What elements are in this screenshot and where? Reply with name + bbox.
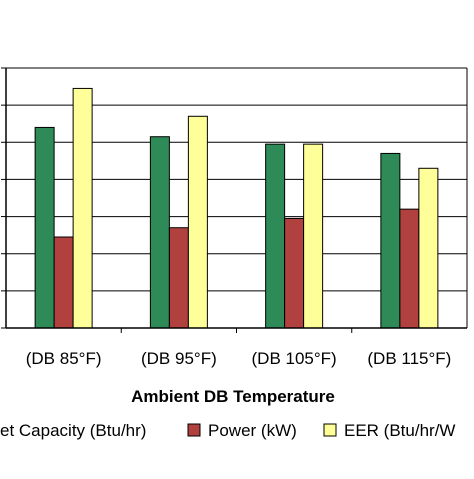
bar-eer (187, 115, 208, 329)
bar-eer (303, 143, 324, 329)
x-tick-label: (DB 95°F) (141, 349, 217, 368)
bar-power (284, 217, 305, 329)
legend-swatch (187, 423, 201, 437)
bar-power (53, 236, 74, 329)
legend-swatch (323, 423, 337, 437)
bar-capacity (265, 143, 286, 329)
bar-eer (418, 167, 439, 329)
bar-capacity (380, 152, 401, 329)
bar-power (168, 227, 189, 329)
x-tick-label: (DB 85°F) (26, 349, 102, 368)
legend: et Capacity (Btu/hr) Power (kW) EER (Btu/h… (0, 421, 455, 440)
axes (1, 67, 468, 333)
bar-eer (72, 87, 93, 329)
legend-label: Power (kW) (208, 421, 297, 440)
x-tick-labels: (DB 85°F) (DB 95°F) (DB 105°F) (DB 115°F) (26, 349, 452, 368)
bar-capacity (34, 126, 55, 329)
x-axis-label: Ambient DB Temperature (131, 387, 335, 406)
x-tick-label: (DB 105°F) (252, 349, 337, 368)
legend-label: EER (Btu/hr/W (344, 421, 455, 440)
bar-capacity (149, 136, 170, 329)
x-tick-label: (DB 115°F) (367, 349, 451, 368)
legend-label: et Capacity (Btu/hr) (0, 421, 146, 440)
bars (34, 87, 439, 329)
bar-power (399, 208, 420, 329)
